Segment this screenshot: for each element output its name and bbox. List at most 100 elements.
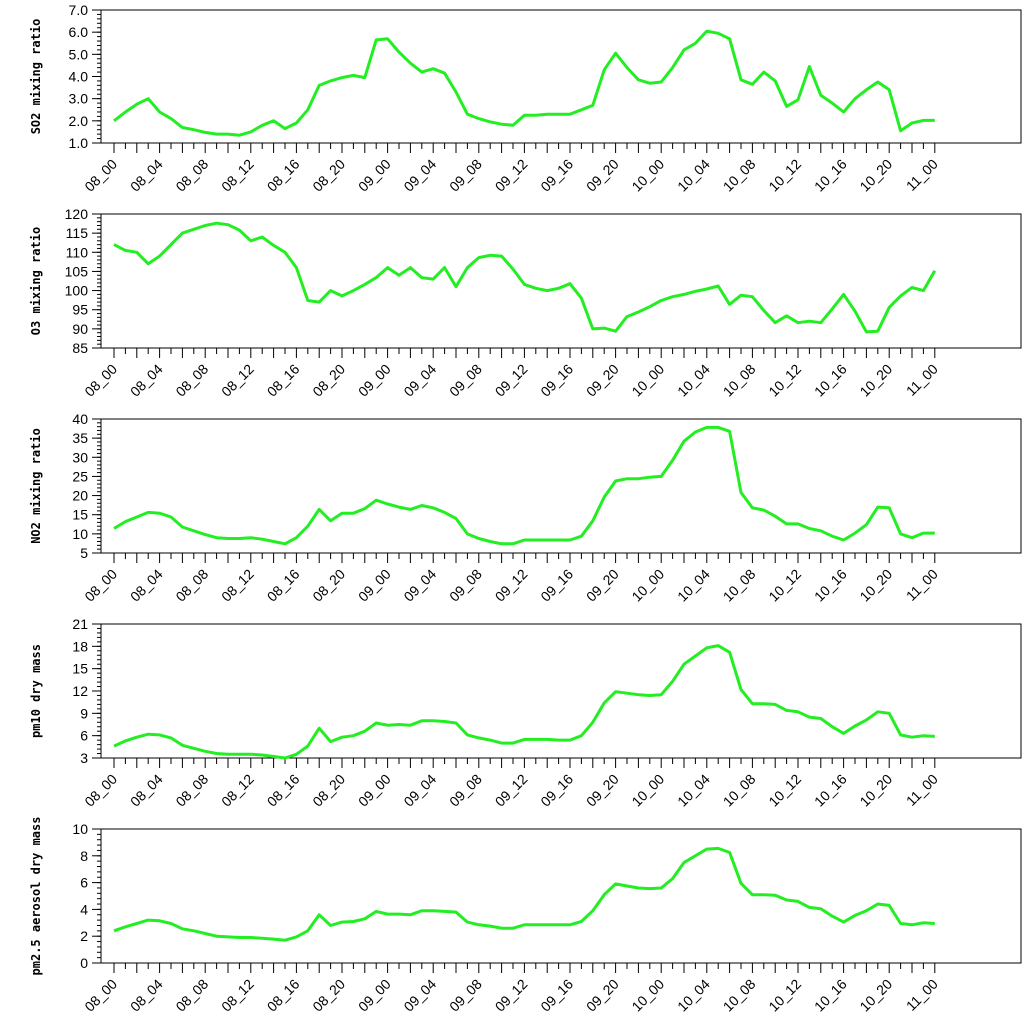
plot-frame xyxy=(100,828,1022,964)
y-axis-title: SO2 mixing ratio xyxy=(29,19,43,135)
x-tick-label: 10_04 xyxy=(674,566,713,605)
y-tick-label: 2.0 xyxy=(69,113,89,129)
x-tick-label: 09_04 xyxy=(400,976,439,1015)
series-line xyxy=(113,29,935,137)
x-tick-label: 10_08 xyxy=(720,156,759,195)
plot-frame xyxy=(100,623,1022,759)
x-tick-label: 10_12 xyxy=(765,566,804,605)
series-line xyxy=(113,846,935,942)
x-tick-label: 10_12 xyxy=(765,771,804,810)
x-tick-label: 10_08 xyxy=(720,566,759,605)
x-tick-label: 09_16 xyxy=(537,566,576,605)
plot-frame xyxy=(100,9,1022,144)
x-tick-label: 09_12 xyxy=(492,361,531,400)
x-tick-label: 08_08 xyxy=(172,976,211,1015)
x-tick-label: 08_08 xyxy=(172,566,211,605)
y-tick-label: 6 xyxy=(80,875,88,891)
y-tick-label: 20 xyxy=(72,488,88,504)
y-axis-title: O3 mixing ratio xyxy=(29,227,43,335)
x-tick-label: 11_00 xyxy=(903,976,941,1014)
y-tick-label: 35 xyxy=(72,430,88,446)
x-tick-label: 10_20 xyxy=(856,976,895,1015)
y-tick-label: 5 xyxy=(80,545,88,561)
x-tick-label: 08_00 xyxy=(81,976,120,1015)
x-tick-label: 08_04 xyxy=(127,771,166,810)
y-tick-label: 0 xyxy=(80,955,88,971)
y-tick-label: 100 xyxy=(65,283,89,299)
x-tick-label: 08_20 xyxy=(309,361,348,400)
x-tick-label: 10_04 xyxy=(674,976,713,1015)
x-tick-label: 08_16 xyxy=(264,566,303,605)
series-line xyxy=(113,425,935,546)
y-tick-label: 7.0 xyxy=(69,2,89,18)
y-tick-label: 85 xyxy=(72,340,88,356)
x-tick-label: 09_00 xyxy=(355,771,394,810)
y-tick-label: 4 xyxy=(80,901,88,917)
x-tick-label: 08_04 xyxy=(127,976,166,1015)
chart-panel-1: 1.0 2.0 3.0 4.0 5.0 6.0 7.0 SO2 mixing ratio 08_… xyxy=(29,2,1022,195)
x-tick-label: 08_04 xyxy=(127,156,166,195)
x-tick-label: 08_12 xyxy=(218,771,257,810)
y-tick-label: 18 xyxy=(72,638,88,654)
y-tick-label: 90 xyxy=(72,321,88,337)
x-tick-label: 08_00 xyxy=(81,361,120,400)
y-tick-label: 2 xyxy=(80,928,88,944)
x-tick-label: 11_00 xyxy=(903,566,941,604)
x-tick-label: 09_04 xyxy=(400,361,439,400)
x-tick-label: 09_04 xyxy=(400,566,439,605)
x-tick-label: 08_16 xyxy=(264,156,303,195)
y-tick-label: 15 xyxy=(72,507,88,523)
x-tick-label: 09_20 xyxy=(583,156,622,195)
y-tick-label: 3.0 xyxy=(69,91,89,107)
x-tick-label: 09_04 xyxy=(400,156,439,195)
x-tick-label: 08_04 xyxy=(127,361,166,400)
x-tick-label: 10_00 xyxy=(628,566,667,605)
x-tick-label: 09_12 xyxy=(492,976,531,1015)
x-tick-label: 08_16 xyxy=(264,361,303,400)
series-line xyxy=(113,221,937,334)
x-tick-label: 09_20 xyxy=(583,771,622,810)
x-tick-label: 08_12 xyxy=(218,976,257,1015)
x-tick-label: 10_00 xyxy=(628,156,667,195)
x-tick-label: 10_20 xyxy=(856,566,895,605)
series-line xyxy=(113,644,935,760)
x-tick-label: 08_00 xyxy=(81,156,120,195)
x-tick-label: 08_16 xyxy=(264,771,303,810)
y-tick-label: 8 xyxy=(80,848,88,864)
x-tick-label: 08_00 xyxy=(81,771,120,810)
y-tick-label: 120 xyxy=(65,206,89,222)
x-tick-label: 11_00 xyxy=(903,771,941,809)
y-axis-title: pm10 dry mass xyxy=(29,644,43,738)
y-tick-label: 5.0 xyxy=(69,46,89,62)
x-tick-label: 09_20 xyxy=(583,976,622,1015)
x-tick-label: 10_16 xyxy=(811,361,850,400)
x-tick-label: 09_00 xyxy=(355,566,394,605)
x-tick-label: 10_08 xyxy=(720,771,759,810)
x-tick-label: 08_08 xyxy=(172,771,211,810)
x-tick-label: 09_00 xyxy=(355,361,394,400)
x-tick-label: 09_16 xyxy=(537,361,576,400)
x-tick-label: 09_08 xyxy=(446,976,485,1015)
x-tick-label: 08_00 xyxy=(81,566,120,605)
x-tick-label: 08_20 xyxy=(309,976,348,1015)
y-tick-label: 3 xyxy=(80,750,88,766)
chart-panel-2: 85 90 95 100 105 110 115 120 O3 mixing ratio 08_0… xyxy=(29,206,1022,400)
y-axis-title: NO2 mixing ratio xyxy=(29,428,43,544)
x-tick-label: 10_04 xyxy=(674,361,713,400)
x-tick-label: 09_12 xyxy=(492,771,531,810)
x-tick-label: 09_12 xyxy=(492,156,531,195)
x-tick-label: 09_12 xyxy=(492,566,531,605)
x-tick-label: 09_16 xyxy=(537,156,576,195)
x-tick-label: 10_04 xyxy=(674,156,713,195)
x-tick-label: 09_08 xyxy=(446,156,485,195)
x-tick-label: 10_16 xyxy=(811,771,850,810)
x-tick-label: 09_16 xyxy=(537,976,576,1015)
x-tick-label: 09_16 xyxy=(537,771,576,810)
x-tick-label: 08_08 xyxy=(172,156,211,195)
x-tick-label: 08_12 xyxy=(218,361,257,400)
y-tick-label: 9 xyxy=(80,705,88,721)
x-tick-label: 08_08 xyxy=(172,361,211,400)
